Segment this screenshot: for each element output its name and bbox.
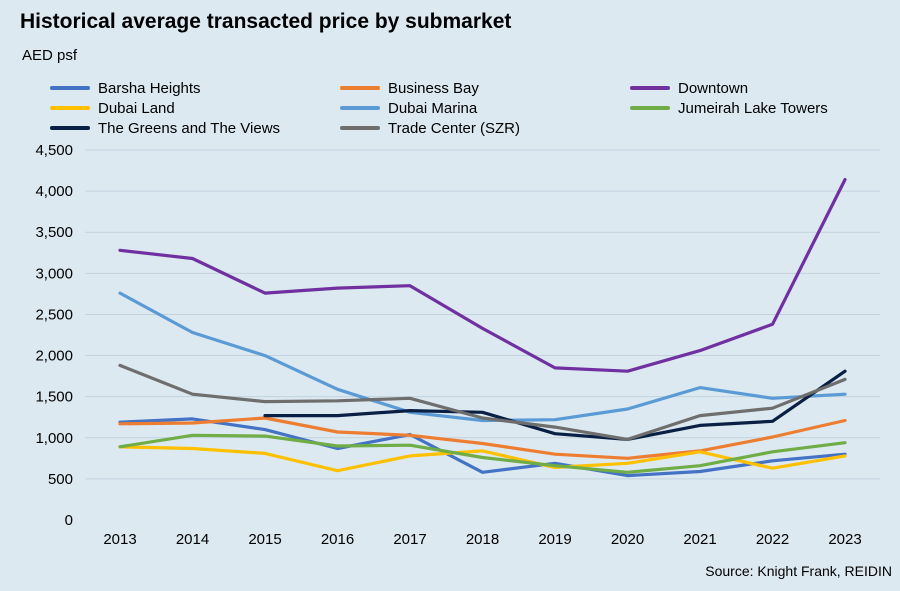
x-tick-label: 2018 <box>466 531 499 548</box>
legend-label: Barsha Heights <box>98 79 201 97</box>
y-tick-label: 4,000 <box>35 183 73 200</box>
y-tick-label: 1,500 <box>35 389 73 406</box>
y-tick-label: 2,000 <box>35 348 73 365</box>
legend-label: Jumeirah Lake Towers <box>678 99 828 117</box>
x-tick-label: 2019 <box>538 531 571 548</box>
legend-swatch <box>630 86 670 90</box>
legend-swatch <box>630 106 670 110</box>
x-tick-label: 2015 <box>248 531 281 548</box>
legend-label: Dubai Marina <box>388 99 478 117</box>
legend-item: Trade Center (SZR) <box>340 118 520 138</box>
series-line-trade-center-szr <box>118 363 847 441</box>
legend-swatch <box>50 86 90 90</box>
x-tick-label: 2022 <box>756 531 789 548</box>
y-tick-label: 3,500 <box>35 224 73 241</box>
x-tick-label: 2017 <box>393 531 426 548</box>
legend-item: Dubai Marina <box>340 98 477 118</box>
series-line-dubai-land <box>118 445 847 473</box>
legend-swatch <box>50 126 90 130</box>
legend-swatch <box>340 126 380 130</box>
legend-swatch <box>50 106 90 110</box>
y-tick-label: 1,000 <box>35 430 73 447</box>
source-note: Source: Knight Frank, REIDIN <box>705 563 892 579</box>
series-line-downtown <box>118 178 847 373</box>
y-tick-label: 4,500 <box>35 142 73 159</box>
x-tick-label: 2016 <box>321 531 354 548</box>
chart-title: Historical average transacted price by s… <box>20 10 512 33</box>
legend-item: Barsha Heights <box>50 78 201 98</box>
legend-label: The Greens and The Views <box>98 119 281 137</box>
legend: Barsha Heights Business Bay Downtown Dubai … <box>50 78 870 140</box>
series-line-jumeirah-lake-towers <box>118 433 847 474</box>
y-tick-label: 2,500 <box>35 306 73 323</box>
legend-label: Downtown <box>678 79 749 97</box>
x-tick-label: 2020 <box>611 531 644 548</box>
x-tick-label: 2023 <box>828 531 861 548</box>
legend-swatch <box>340 106 380 110</box>
series-line-barsha-heights <box>118 417 847 478</box>
y-axis-unit-label: AED psf <box>22 47 78 64</box>
y-tick-label: 0 <box>65 512 73 529</box>
legend-item: Downtown <box>630 78 748 98</box>
series-line-dubai-marina <box>118 291 847 423</box>
y-tick-label: 3,000 <box>35 265 73 282</box>
x-tick-label: 2014 <box>176 531 209 548</box>
legend-label: Dubai Land <box>98 99 175 117</box>
y-tick-label: 500 <box>48 471 73 488</box>
series-line-business-bay <box>118 416 847 460</box>
legend-swatch <box>340 86 380 90</box>
legend-label: Business Bay <box>388 79 479 97</box>
legend-item: Jumeirah Lake Towers <box>630 98 828 118</box>
legend-item: The Greens and The Views <box>50 118 280 138</box>
legend-item: Dubai Land <box>50 98 175 118</box>
x-tick-label: 2021 <box>683 531 716 548</box>
x-tick-label: 2013 <box>103 531 136 548</box>
series-line-the-greens-and-the-views <box>263 369 847 441</box>
legend-label: Trade Center (SZR) <box>388 119 520 137</box>
legend-item: Business Bay <box>340 78 479 98</box>
